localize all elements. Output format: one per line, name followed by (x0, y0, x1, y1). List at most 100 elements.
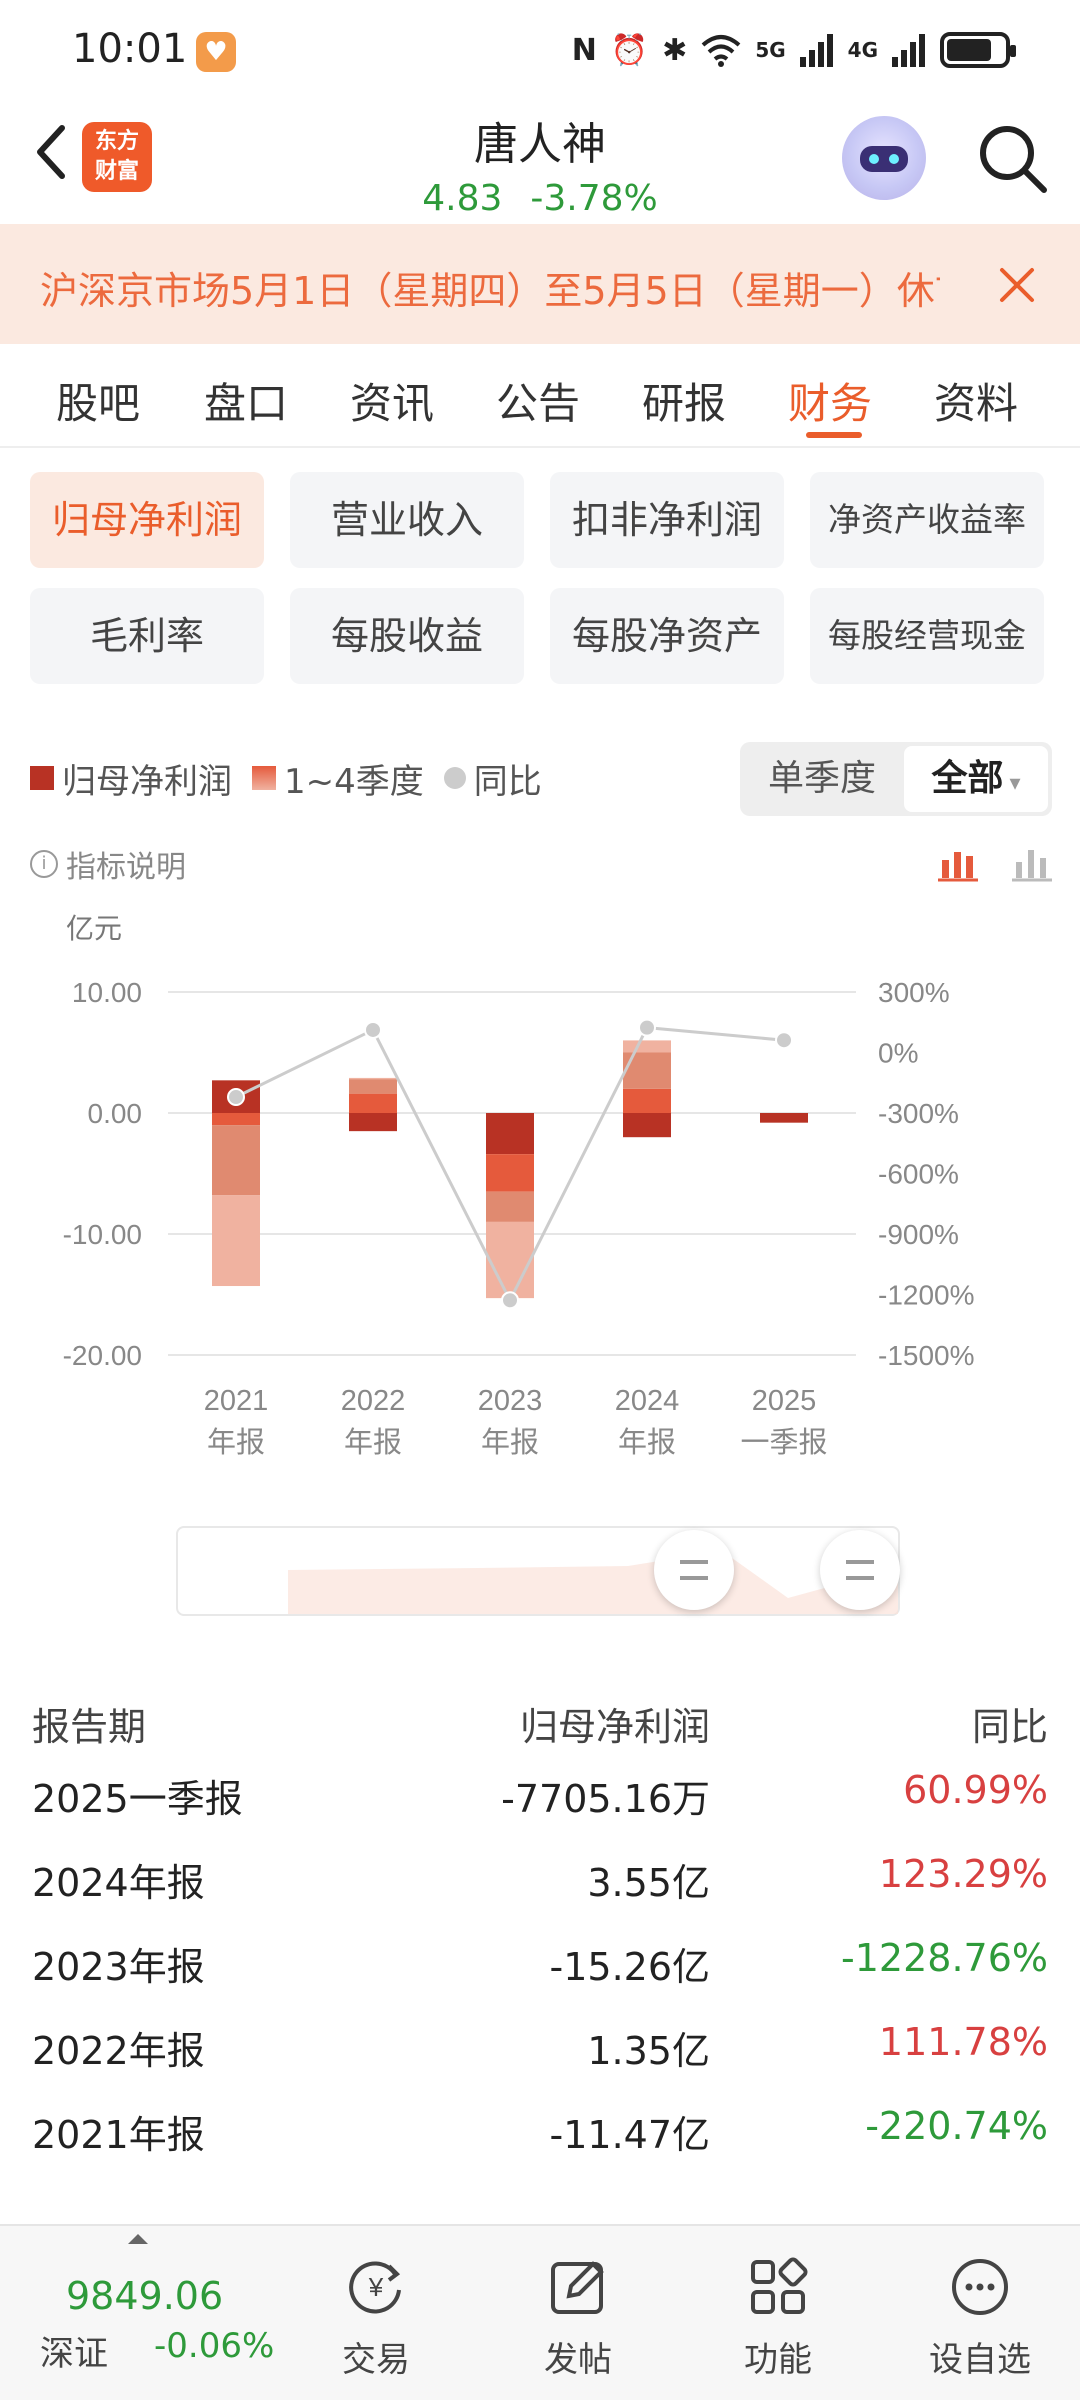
index-value[interactable]: 9849.06 (66, 2274, 224, 2318)
stacked-bar-chart-icon[interactable] (938, 846, 978, 882)
y-tick-label-right: 300% (878, 977, 950, 1008)
y-tick-label-right: 0% (878, 1038, 918, 1069)
range-handle-right[interactable] (820, 1530, 900, 1610)
grouped-bar-chart-icon[interactable] (1012, 846, 1052, 882)
x-tick-label: 一季报 (740, 1426, 827, 1459)
nav-add-watchlist[interactable]: 设自选 (910, 2256, 1050, 2381)
period-toggle: 单季度 全部 ▾ (740, 742, 1052, 816)
nav-post-label: 发帖 (544, 2340, 612, 2380)
period-all-dropdown[interactable]: 全部 ▾ (904, 746, 1048, 812)
legend-swatch-gradient (252, 766, 276, 790)
x-tick-label: 年报 (481, 1426, 539, 1459)
legend-net-profit: 归母净利润 (30, 754, 232, 803)
tab-announcements[interactable]: 公告 (496, 379, 581, 428)
tab-profile[interactable]: 资料 (934, 379, 1019, 428)
y-tick-label-left: -20.00 (63, 1340, 142, 1371)
section-tabs: 股吧 盘口 资讯 公告 研报 财务 资料 (0, 344, 1080, 448)
tab-pankou[interactable]: 盘口 (204, 379, 289, 428)
table-row-value: 1.35亿 (587, 2029, 710, 2073)
x-tick-year: 2022 (341, 1385, 406, 1417)
table-row-value: -7705.16万 (501, 1777, 710, 1821)
search-icon[interactable] (974, 120, 1050, 196)
nfc-icon: N (571, 32, 597, 68)
table-row-yoy: -220.74% (865, 2104, 1048, 2148)
market-closure-banner: 沪深京市场5月1日（星期四）至5月5日（星期一）休市 (0, 224, 1080, 344)
drag-handle-icon (846, 1560, 874, 1580)
table-row-value: 3.55亿 (587, 1861, 710, 1905)
bottom-bar: 9849.06 深证 -0.06% ¥ 交易 发帖 功能 (0, 2224, 1080, 2400)
app-logo[interactable]: 东方 财富 (82, 122, 152, 192)
bar-segment-q3 (349, 1079, 397, 1094)
y-tick-label-right: -600% (878, 1159, 959, 1190)
metric-eps[interactable]: 每股收益 (290, 588, 524, 684)
index-name[interactable]: 深证 (40, 2334, 108, 2374)
metric-ocfps[interactable]: 每股经营现金 (810, 588, 1044, 684)
bluetooth-icon: ✱ (662, 32, 688, 68)
legend-quarters: 1~4季度 (252, 754, 424, 803)
indicator-note[interactable]: i 指标说明 (30, 842, 186, 886)
metric-revenue[interactable]: 营业收入 (290, 472, 524, 568)
table-header-value: 归母净利润 (519, 1705, 710, 1749)
nav-post[interactable]: 发帖 (508, 2256, 648, 2381)
back-button[interactable] (20, 120, 84, 184)
close-icon[interactable] (992, 260, 1042, 310)
index-change[interactable]: -0.06% (154, 2326, 275, 2366)
range-slider-track[interactable] (176, 1526, 900, 1616)
bar-segment-q2 (623, 1088, 671, 1113)
metric-net-profit[interactable]: 归母净利润 (30, 472, 264, 568)
yoy-point (501, 1291, 519, 1310)
table-row-period: 2024年报 (32, 1861, 205, 1905)
bar-segment-q3 (486, 1191, 534, 1222)
robot-icon (860, 146, 908, 172)
metric-gross-margin[interactable]: 毛利率 (30, 588, 264, 684)
range-handle-left[interactable] (654, 1530, 734, 1610)
yoy-point (775, 1031, 793, 1050)
more-icon (952, 2259, 1008, 2315)
table-row-yoy: 60.99% (903, 1768, 1048, 1812)
tab-finance[interactable]: 财务 (788, 379, 873, 428)
bar-segment-q2 (486, 1154, 534, 1192)
tab-guba[interactable]: 股吧 (56, 379, 141, 428)
single-quarter-button[interactable]: 单季度 (767, 758, 876, 799)
wifi-icon (701, 35, 741, 67)
battery-icon (940, 32, 1016, 68)
expand-up-icon[interactable] (128, 2234, 148, 2244)
svg-text:¥: ¥ (368, 2272, 384, 2302)
bar-segment-q4 (486, 1221, 534, 1299)
table-row-period: 2023年报 (32, 1945, 205, 1989)
chevron-left-icon (37, 125, 65, 179)
metric-bvps[interactable]: 每股净资产 (550, 588, 784, 684)
stock-title: 唐人神 4.83 -3.78% (340, 108, 740, 219)
bar-segment-q2 (349, 1093, 397, 1113)
y-tick-label-right: -300% (878, 1098, 959, 1129)
y-axis-unit-label: 亿元 (66, 913, 122, 944)
y-tick-label-right: -900% (878, 1219, 959, 1250)
active-tab-indicator (806, 432, 862, 438)
bar-segment-q4 (623, 1040, 671, 1053)
ai-assistant-avatar[interactable] (842, 116, 926, 200)
table-row-yoy: 111.78% (878, 2020, 1048, 2064)
tab-news[interactable]: 资讯 (350, 379, 435, 428)
stock-name: 唐人神 (474, 119, 606, 170)
nav-functions[interactable]: 功能 (708, 2256, 848, 2381)
drag-handle-icon (680, 1560, 708, 1580)
status-time: 10:01 (72, 26, 188, 72)
info-icon: i (30, 850, 58, 878)
yoy-point (364, 1020, 382, 1039)
tab-research[interactable]: 研报 (642, 379, 727, 428)
x-tick-year: 2024 (615, 1385, 680, 1417)
compose-icon (551, 2261, 604, 2314)
metric-roe[interactable]: 净资产收益率 (810, 472, 1044, 568)
apps-icon (751, 2257, 808, 2314)
bar-segment-q1 (760, 1113, 808, 1123)
period-all-label: 全部 (931, 758, 1004, 799)
nav-trade[interactable]: ¥ 交易 (306, 2256, 446, 2381)
y-tick-label-left: 0.00 (88, 1098, 143, 1129)
bar-segment-q3 (212, 1125, 260, 1196)
legend-label-2: 1~4季度 (284, 761, 424, 802)
bar-segment-q1 (623, 1113, 671, 1138)
metric-deducted-profit[interactable]: 扣非净利润 (550, 472, 784, 568)
chart-legend: 归母净利润 1~4季度 同比 (30, 750, 562, 806)
nav-functions-label: 功能 (744, 2340, 812, 2380)
logo-line2: 财富 (94, 159, 139, 184)
